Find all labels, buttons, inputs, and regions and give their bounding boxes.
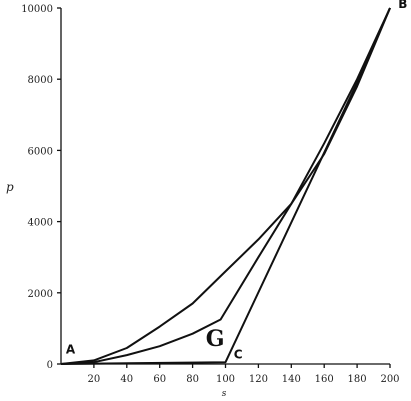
y-tick-label: 2000	[28, 289, 53, 300]
x-tick-label: 40	[120, 374, 133, 385]
x-tick-label: 80	[186, 374, 199, 385]
x-axis-label: s	[222, 389, 227, 399]
annotation-c: C	[234, 348, 243, 362]
annotations: A B CG	[66, 0, 407, 362]
y-tick-label: 10000	[21, 4, 53, 15]
y-tick-label: 8000	[28, 75, 53, 86]
y-tick-label: 6000	[28, 146, 53, 157]
x-tick-label: 140	[282, 374, 301, 385]
x-tick-label: 160	[315, 374, 334, 385]
x-tick-label: 100	[216, 374, 235, 385]
series-group	[60, 7, 391, 365]
x-tick-label: 180	[348, 374, 367, 385]
x-tick-label: 120	[249, 374, 268, 385]
y-axis-label: p	[6, 180, 14, 194]
series-line-3	[60, 7, 391, 365]
annotation-b: B	[398, 0, 407, 11]
x-tick-label: 20	[88, 374, 101, 385]
tick-labels: 20 40 60 80 100 120 140 160 180 20002000400060008…	[21, 4, 399, 385]
y-tick-label: 0	[47, 360, 53, 371]
x-tick-label: 60	[153, 374, 166, 385]
x-tick-label: 200	[380, 374, 399, 385]
y-tick-label: 4000	[28, 218, 53, 229]
annotation-a: A	[66, 342, 76, 356]
series-line-2	[60, 7, 391, 365]
annotation-g: G	[206, 326, 225, 352]
